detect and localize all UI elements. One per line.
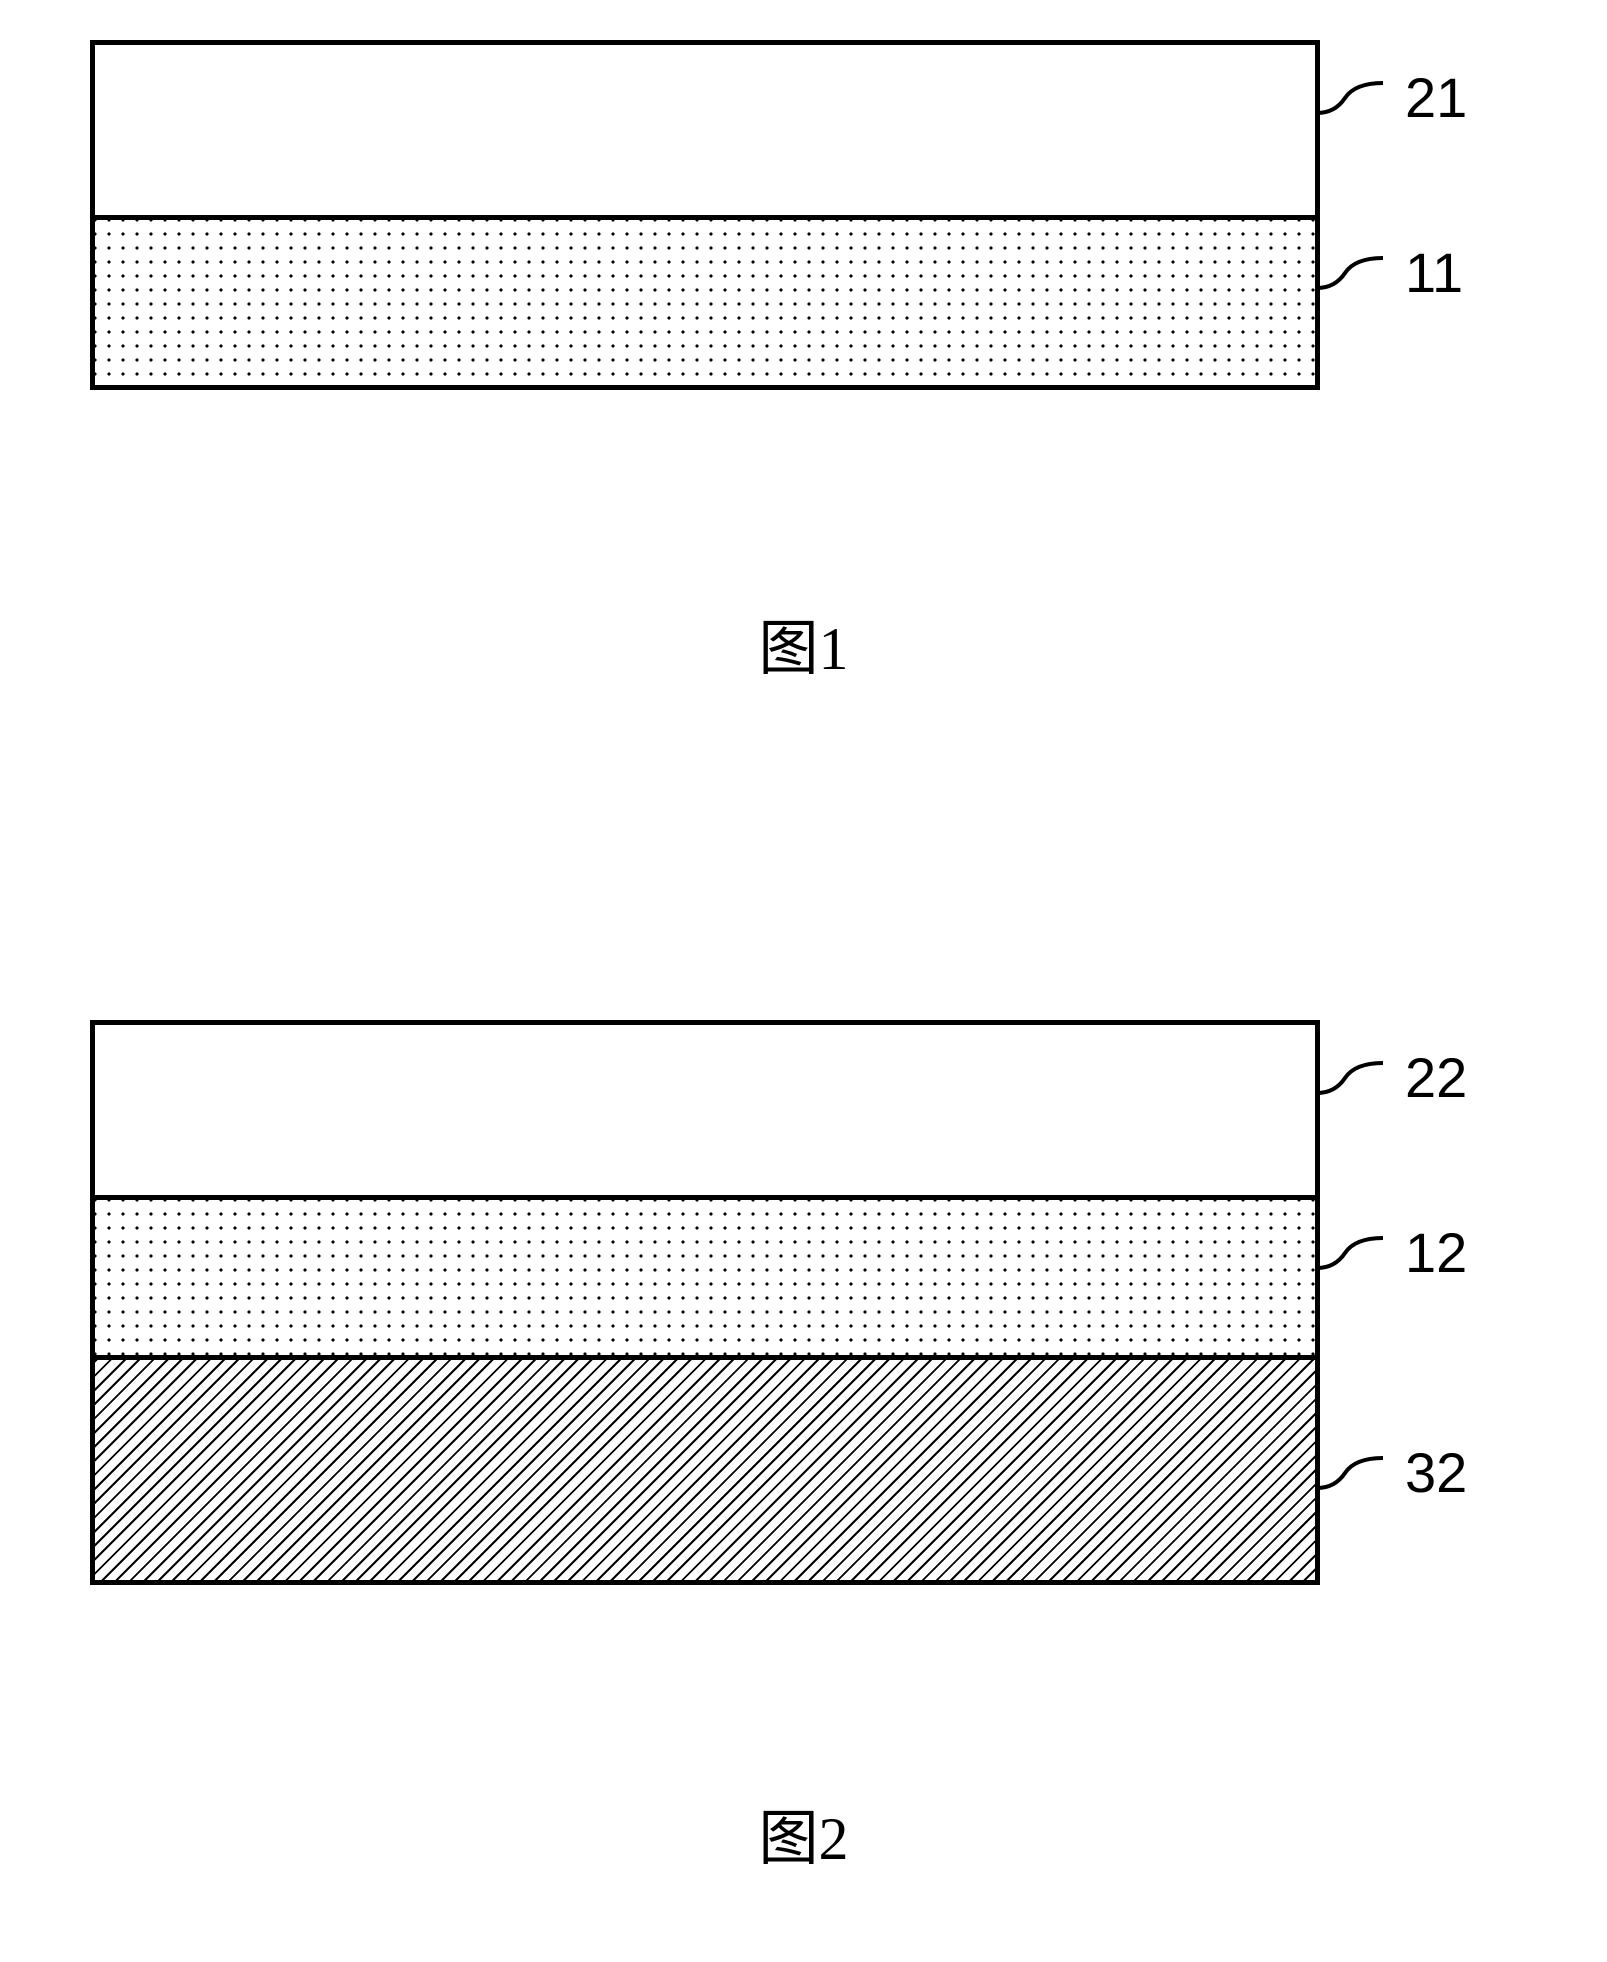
figure-1-caption: 图1 <box>0 600 1607 687</box>
curve-icon <box>1315 1223 1385 1283</box>
label-11-connector: 11 <box>1315 240 1463 305</box>
figure-1: 21 11 图1 <box>90 40 1320 390</box>
figure-2-layer-bottom <box>90 1355 1320 1585</box>
label-22-text: 22 <box>1405 1045 1467 1110</box>
figure-2-layers <box>90 1020 1320 1585</box>
curve-icon <box>1315 1048 1385 1108</box>
figure-2-layer-middle <box>90 1195 1320 1355</box>
figure-1-layers <box>90 40 1320 390</box>
figure-1-layer-top <box>90 40 1320 215</box>
label-21-connector: 21 <box>1315 65 1467 130</box>
figure-2: 22 12 32 图2 <box>90 1020 1320 1585</box>
label-21-text: 21 <box>1405 65 1467 130</box>
label-11-text: 11 <box>1405 240 1463 305</box>
curve-icon <box>1315 243 1385 303</box>
curve-icon <box>1315 68 1385 128</box>
curve-icon <box>1315 1443 1385 1503</box>
figure-1-layer-bottom <box>90 215 1320 390</box>
label-32-text: 32 <box>1405 1440 1467 1505</box>
label-12-connector: 12 <box>1315 1220 1467 1285</box>
figure-2-layer-top <box>90 1020 1320 1195</box>
label-22-connector: 22 <box>1315 1045 1467 1110</box>
figure-2-caption: 图2 <box>0 1790 1607 1877</box>
label-32-connector: 32 <box>1315 1440 1467 1505</box>
label-12-text: 12 <box>1405 1220 1467 1285</box>
